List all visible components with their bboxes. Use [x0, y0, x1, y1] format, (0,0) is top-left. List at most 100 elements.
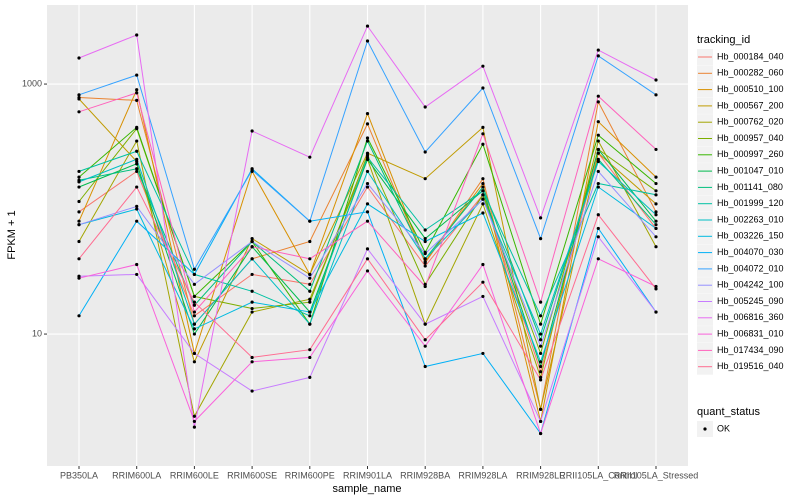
point	[423, 364, 427, 369]
point	[654, 189, 658, 193]
point	[596, 235, 600, 239]
point	[365, 219, 370, 223]
legend-title: tracking_id	[697, 34, 750, 46]
point	[308, 297, 312, 301]
point	[135, 88, 139, 92]
point	[539, 322, 543, 326]
x-tick-label: RRIM928LA	[458, 470, 507, 480]
point	[365, 185, 370, 189]
point	[365, 269, 370, 273]
point	[135, 91, 139, 95]
legend-label: Hb_000762_020	[717, 117, 784, 127]
point	[192, 314, 196, 318]
point	[423, 177, 427, 181]
point	[539, 370, 543, 374]
point	[365, 257, 370, 261]
point	[192, 300, 196, 304]
x-tick-label: RRIM600LE	[170, 470, 219, 480]
point	[135, 149, 139, 153]
x-tick-label: RRIM600LA	[112, 470, 161, 480]
point	[308, 155, 312, 159]
point	[192, 272, 196, 277]
point	[77, 314, 81, 318]
legend-label: Hb_004242_100	[717, 280, 784, 290]
point	[481, 351, 485, 356]
point	[596, 139, 600, 143]
point	[135, 139, 139, 143]
point	[135, 33, 139, 37]
legend-label: Hb_006831_010	[717, 328, 784, 338]
point	[539, 237, 543, 241]
point	[596, 147, 600, 152]
point	[135, 167, 139, 171]
point	[481, 193, 485, 197]
point	[481, 181, 485, 186]
point	[654, 223, 658, 227]
point	[135, 219, 139, 223]
point	[135, 73, 139, 77]
point	[308, 300, 312, 304]
point	[539, 300, 543, 304]
point	[423, 284, 427, 289]
point	[308, 272, 312, 277]
point	[596, 159, 600, 164]
point	[423, 237, 427, 241]
legend-label: Hb_004070_030	[717, 247, 784, 257]
point	[423, 338, 427, 342]
point	[481, 211, 485, 215]
point	[308, 355, 312, 360]
point	[481, 142, 485, 146]
point	[596, 157, 600, 161]
point	[596, 100, 600, 104]
point	[365, 202, 370, 206]
legend-label: Hb_005245_090	[717, 296, 784, 306]
point	[192, 294, 196, 299]
point	[77, 169, 81, 174]
point	[308, 219, 312, 223]
point	[365, 155, 370, 159]
point	[250, 237, 254, 241]
point	[596, 94, 600, 98]
point	[423, 257, 427, 261]
point	[250, 360, 254, 364]
point	[539, 431, 543, 436]
point	[423, 282, 427, 286]
point	[192, 310, 196, 314]
point	[423, 344, 427, 348]
point	[192, 282, 196, 286]
point	[365, 247, 370, 251]
legend-label: Hb_000567_200	[717, 100, 784, 110]
point	[654, 213, 658, 217]
point	[308, 282, 312, 286]
point	[481, 202, 485, 206]
point	[135, 185, 139, 189]
legend-label: OK	[717, 423, 730, 433]
point	[250, 310, 254, 314]
x-tick-label: RRII105LA_Control	[559, 470, 637, 480]
legend-label: Hb_000282_060	[717, 68, 784, 78]
legend-label: Hb_001047_010	[717, 165, 784, 175]
point	[539, 314, 543, 318]
point	[654, 287, 658, 291]
point	[308, 289, 312, 293]
point	[481, 86, 485, 90]
point	[481, 185, 485, 189]
point	[77, 180, 81, 184]
point	[365, 112, 370, 116]
point	[654, 235, 658, 239]
legend-label: Hb_019516_040	[717, 361, 784, 371]
point	[308, 276, 312, 280]
point	[192, 425, 196, 429]
point	[250, 272, 254, 277]
point	[77, 199, 81, 204]
point	[135, 272, 139, 277]
point	[481, 189, 485, 193]
point	[423, 105, 427, 109]
legend-label: Hb_001999_120	[717, 198, 784, 208]
point	[77, 276, 81, 280]
point	[308, 314, 312, 318]
point	[192, 414, 196, 418]
point	[654, 245, 658, 249]
point	[596, 133, 600, 137]
